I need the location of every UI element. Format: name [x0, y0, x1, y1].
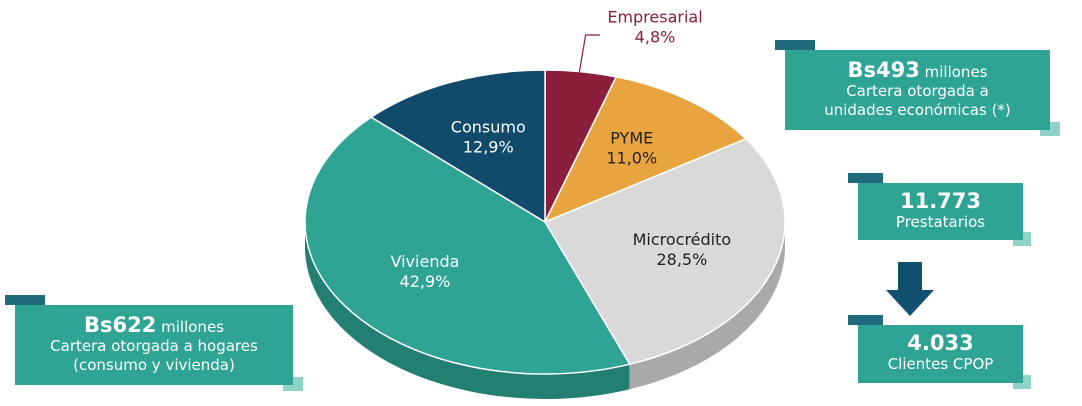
flow-box: 11.773 Prestatarios	[858, 183, 1023, 240]
decoration	[848, 315, 883, 325]
callout: Bs622 millones Cartera otorgada a hogare…	[15, 305, 293, 385]
slice-label: Empresarial	[607, 8, 702, 27]
amount: Bs622	[84, 312, 157, 337]
value-label: 11,0%	[606, 149, 657, 168]
amount: Bs493	[847, 57, 920, 82]
leader-line	[575, 34, 600, 95]
pie-slice	[304, 116, 631, 375]
callout-line: (consumo y vivienda)	[73, 355, 235, 374]
value-label: 4,8%	[635, 28, 676, 47]
decoration	[5, 295, 45, 305]
value-label: 12,9%	[463, 138, 514, 157]
slice-label: Consumo	[451, 118, 526, 137]
flow-label: Prestatarios	[895, 212, 986, 231]
pie-slice	[543, 75, 748, 224]
callout-line: Cartera otorgada a	[846, 81, 989, 100]
value-label: 42,9%	[400, 272, 451, 291]
callout-line: Cartera otorgada a hogares	[50, 336, 258, 355]
amount: 11.773	[899, 188, 982, 213]
unit: millones	[161, 317, 224, 336]
value-label: 28,5%	[656, 250, 707, 269]
amount: 4.033	[907, 331, 974, 355]
pie-slice	[369, 69, 546, 224]
slice-label: Vivienda	[391, 252, 460, 271]
arrow	[886, 262, 934, 316]
pie-slice	[543, 137, 786, 366]
unit: millones	[924, 62, 988, 81]
flow-label: Clientes CPOP	[887, 355, 994, 373]
slice-label: PYME	[610, 129, 653, 148]
slice-label: Microcrédito	[633, 230, 732, 249]
callout: Bs493 millones Cartera otorgada a unidad…	[785, 50, 1050, 130]
flow-box: 4.033 Clientes CPOP	[858, 325, 1023, 383]
decoration	[848, 173, 883, 183]
decoration	[775, 40, 815, 50]
callout-line: unidades económicas (*)	[824, 100, 1011, 119]
